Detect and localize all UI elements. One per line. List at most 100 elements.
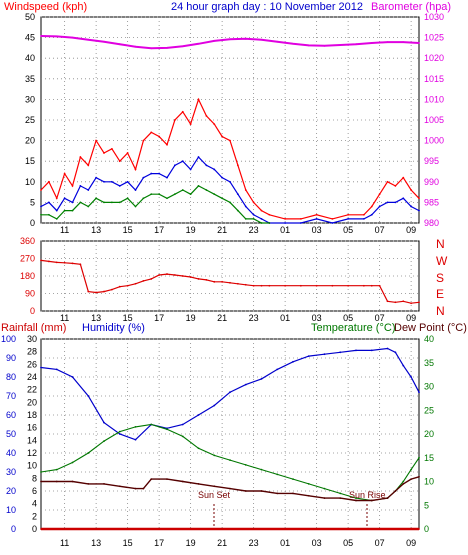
weather-data-point	[307, 355, 310, 357]
direction-data-point	[260, 284, 263, 287]
rain-y-tick-label: 18	[27, 410, 37, 420]
direction-data-point	[71, 262, 74, 265]
rain-y-tick-label: 10	[27, 461, 37, 471]
direction-data-point	[55, 261, 58, 264]
x-tick-label: 05	[343, 538, 353, 548]
wind-data-point	[87, 38, 90, 41]
weather-data-point	[386, 497, 389, 500]
direction-data-point	[252, 284, 255, 287]
weather-data-point	[103, 440, 105, 443]
direction-data-point	[197, 278, 200, 280]
wind-data-point	[418, 197, 420, 200]
wind-data-point	[55, 209, 58, 212]
humidity-axis-title: Humidity (%)	[82, 322, 145, 334]
weather-data-point	[355, 349, 357, 352]
wind-data-point	[40, 35, 42, 37]
humidity-y-tick-label: 80	[6, 372, 16, 382]
weather-series-line	[41, 476, 420, 502]
wind-data-point	[197, 98, 200, 101]
weather-data-point	[103, 482, 105, 485]
weather-data-point	[55, 368, 58, 371]
wind-data-point	[229, 201, 231, 204]
weather-data-point	[197, 414, 200, 416]
wind-data-point	[55, 197, 58, 200]
wind-data-point	[299, 222, 302, 224]
direction-data-point	[315, 284, 318, 287]
wind-data-point	[213, 123, 216, 126]
wind-data-point	[47, 180, 50, 183]
x-tick-label: 21	[217, 225, 227, 235]
x-tick-label: 01	[280, 538, 290, 548]
wind-data-point	[339, 44, 342, 46]
weather-data-point	[402, 480, 405, 483]
direction-y-tick-label: 360	[20, 236, 35, 246]
temperature-y-tick-label: 35	[424, 358, 434, 368]
wind-data-point	[118, 160, 121, 163]
humidity-y-tick-label: 100	[1, 334, 16, 344]
weather-data-point	[276, 368, 279, 371]
direction-data-point	[378, 284, 381, 287]
direction-data-point	[205, 278, 208, 281]
wind-data-point	[87, 205, 90, 208]
humidity-y-tick-label: 10	[6, 505, 16, 515]
wind-data-point	[276, 40, 279, 43]
wind-data-point	[268, 213, 271, 216]
barometer-y-tick-label: 985	[424, 197, 439, 207]
weather-data-point	[181, 480, 184, 483]
x-tick-label: 09	[406, 225, 416, 235]
weather-data-point	[229, 459, 231, 462]
wind-data-point	[221, 135, 224, 138]
direction-series-line	[40, 259, 420, 304]
wind-data-point	[355, 43, 357, 46]
wind-data-point	[386, 41, 389, 44]
direction-label-w: W	[436, 254, 448, 268]
wind-data-point	[142, 139, 145, 142]
wind-data-point	[236, 164, 239, 167]
wind-y-tick-label: 40	[25, 53, 35, 63]
barometer-y-tick-label: 1005	[424, 115, 444, 125]
weather-data-point	[87, 395, 90, 397]
wind-data-point	[173, 164, 176, 167]
wind-data-point	[189, 123, 192, 126]
wind-data-point	[103, 40, 105, 43]
wind-data-point	[95, 176, 98, 179]
wind-data-point	[229, 180, 231, 183]
rain-y-tick-label: 2	[32, 511, 37, 521]
wind-data-point	[189, 168, 192, 171]
weather-data-point	[276, 473, 279, 476]
weather-data-point	[292, 360, 294, 363]
direction-data-point	[63, 261, 66, 264]
wind-data-point	[402, 41, 405, 44]
wind-data-point	[331, 217, 334, 220]
wind-data-point	[110, 180, 113, 183]
direction-data-point	[126, 284, 129, 287]
wind-data-point	[55, 35, 58, 38]
wind-data-point	[370, 205, 373, 208]
wind-data-point	[378, 193, 381, 196]
weather-data-point	[402, 364, 405, 367]
wind-data-point	[79, 201, 82, 204]
wind-data-point	[323, 44, 326, 47]
weather-data-point	[40, 471, 42, 473]
wind-data-point	[158, 135, 161, 138]
wind-data-point	[213, 193, 216, 196]
x-tick-label: 15	[123, 225, 133, 235]
wind-data-point	[173, 193, 176, 196]
direction-data-point	[410, 302, 413, 305]
wind-data-point	[40, 213, 42, 216]
humidity-y-tick-label: 0	[11, 524, 16, 534]
barometer-y-tick-label: 1030	[424, 12, 444, 22]
rain-y-tick-label: 30	[27, 334, 37, 344]
wind-data-point	[110, 201, 113, 204]
rain-y-tick-label: 22	[27, 385, 37, 395]
rain-y-tick-label: 20	[27, 397, 37, 407]
wind-data-point	[331, 222, 334, 224]
direction-data-point	[134, 282, 137, 285]
weather-data-point	[55, 468, 58, 471]
weather-data-point	[244, 463, 247, 466]
weather-data-point	[307, 494, 310, 497]
direction-data-point	[331, 284, 334, 287]
wind-data-point	[221, 197, 224, 200]
weather-data-point	[150, 478, 153, 481]
